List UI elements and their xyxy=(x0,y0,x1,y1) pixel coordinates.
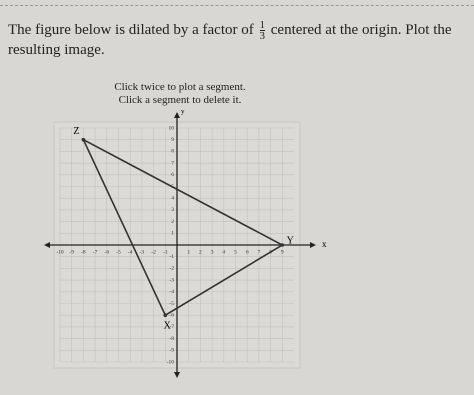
y-tick-label: -8 xyxy=(169,336,174,342)
instruction: Click a segment to delete it. xyxy=(118,94,242,106)
divider xyxy=(0,5,474,6)
y-tick-label: -2 xyxy=(169,266,174,272)
y-tick-label: -6 xyxy=(169,312,174,318)
x-tick-label: -2 xyxy=(151,249,156,255)
y-tick-label: -9 xyxy=(169,348,174,354)
vertex-label: Y xyxy=(287,235,294,246)
instruction: Click twice to plot a segment. xyxy=(114,81,246,93)
x-tick-label: -9 xyxy=(69,249,74,255)
x-tick-label: 5 xyxy=(234,249,237,255)
denominator: 3 xyxy=(259,30,266,42)
x-axis-label: x xyxy=(322,239,327,249)
x-tick-label: -7 xyxy=(93,249,98,255)
x-tick-label: -6 xyxy=(105,249,110,255)
x-tick-label: -5 xyxy=(116,249,121,255)
x-tick-label: 3 xyxy=(211,249,214,255)
y-axis-label: y xyxy=(181,108,185,116)
y-tick-label: -5 xyxy=(169,301,174,307)
vertex xyxy=(280,243,285,247)
x-tick-label: 4 xyxy=(222,249,225,255)
y-tick-label: 2 xyxy=(171,219,174,225)
y-tick-label: 4 xyxy=(171,195,174,201)
x-tick-label: -4 xyxy=(128,249,133,255)
y-tick-label: -10 xyxy=(167,359,175,365)
x-tick-label: 1 xyxy=(187,249,190,255)
y-tick-label: -3 xyxy=(169,277,174,283)
y-tick-label: -1 xyxy=(169,254,174,260)
y-tick-label: -4 xyxy=(169,289,174,295)
x-tick-label: 2 xyxy=(199,249,202,255)
vertex xyxy=(163,313,168,318)
y-tick-label: 3 xyxy=(171,207,174,213)
y-tick-label: 10 xyxy=(169,125,175,131)
x-tick-label: -1 xyxy=(163,249,168,255)
y-tick-label: 1 xyxy=(171,231,174,237)
question-text: The figure below is dilated by a factor … xyxy=(8,21,254,38)
vertex-label: Z xyxy=(73,126,79,137)
x-tick-label: 9 xyxy=(281,249,284,255)
question: The figure below is dilated by a factor … xyxy=(8,20,466,60)
x-tick-label: -8 xyxy=(81,249,86,255)
vertex-label: X xyxy=(164,320,172,331)
x-tick-label: 7 xyxy=(258,249,261,255)
x-tick-label: -10 xyxy=(56,249,64,255)
y-tick-label: -7 xyxy=(169,324,174,330)
y-tick-label: 8 xyxy=(171,149,174,155)
x-tick-label: 6 xyxy=(246,249,249,255)
numerator: 1 xyxy=(259,19,265,31)
question-text: centered at the origin. Plot the resulti… xyxy=(8,21,452,58)
y-tick-label: 9 xyxy=(171,137,174,143)
vertex xyxy=(81,137,86,142)
triangle xyxy=(81,137,284,317)
y-tick-label: 6 xyxy=(171,172,174,178)
y-tick-label: 7 xyxy=(171,160,174,166)
x-tick-label: -3 xyxy=(140,249,145,255)
